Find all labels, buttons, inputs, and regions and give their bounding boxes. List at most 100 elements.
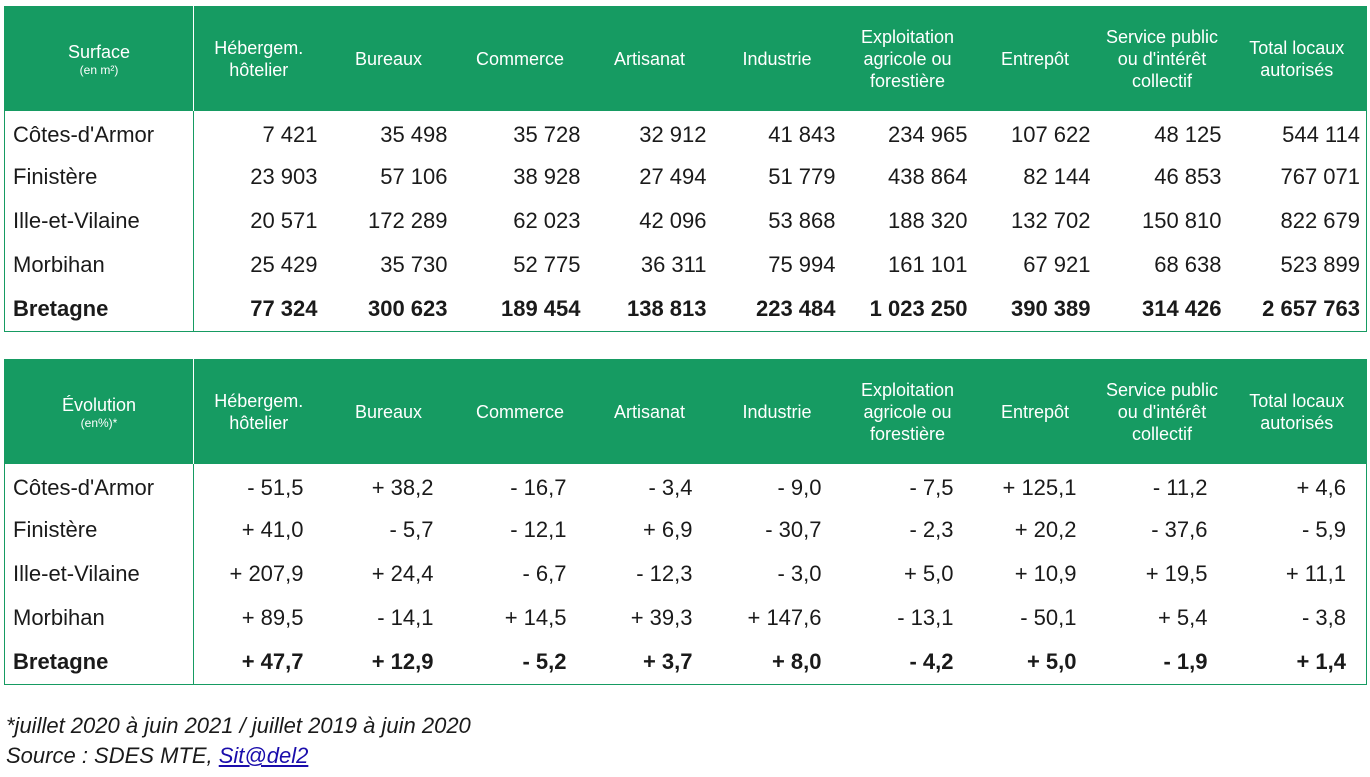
- table-cell: - 4,2: [909, 648, 954, 674]
- source-footnote: Source : SDES MTE, Sit@del2: [6, 741, 308, 771]
- table-cell: + 125,1: [1002, 475, 1077, 500]
- evolution-header-label: Évolution (en%)*: [4, 359, 194, 464]
- table-row: Morbihan 25 429 35 730 52 775 36 311 75 …: [4, 243, 1367, 287]
- surface-header-row: Surface (en m²) Hébergem. hôtelier Burea…: [4, 6, 1367, 111]
- total-row: Bretagne 77 324 300 623 189 454 138 813 …: [4, 287, 1367, 331]
- table-cell: 390 389: [1010, 295, 1091, 321]
- table-cell: 32 912: [639, 122, 707, 147]
- column-header: Hébergem. hôtelier: [214, 390, 304, 433]
- surface-header-title: Surface: [67, 41, 131, 62]
- column-header: Service public ou d'intérêt collectif: [1105, 379, 1219, 444]
- table-cell: - 3,4: [648, 475, 693, 500]
- table-cell: 300 623: [367, 295, 448, 321]
- table-cell: 75 994: [768, 252, 836, 277]
- table-cell: - 12,3: [636, 561, 693, 586]
- table-cell: - 51,5: [247, 475, 304, 500]
- row-label: Côtes-d'Armor: [4, 464, 194, 508]
- table-cell: 35 730: [380, 252, 448, 277]
- table-cell: 822 679: [1280, 208, 1360, 233]
- total-row: Bretagne + 47,7 + 12,9 - 5,2 + 3,7 + 8,0…: [4, 640, 1367, 684]
- table-cell: 36 311: [640, 252, 707, 277]
- row-label: Morbihan: [4, 243, 194, 287]
- table-cell: + 207,9: [229, 561, 304, 586]
- table-cell: 767 071: [1280, 164, 1360, 189]
- table-cell: 438 864: [887, 164, 968, 189]
- table-cell: 1 023 250: [869, 295, 968, 321]
- column-header: Bureaux: [354, 401, 423, 422]
- table-cell: 62 023: [513, 208, 581, 233]
- table-cell: 138 813: [626, 295, 707, 321]
- table-cell: + 19,5: [1145, 561, 1208, 586]
- column-header: Exploitation agricole ou forestière: [860, 26, 955, 91]
- column-header: Total locaux autorisés: [1249, 37, 1345, 80]
- table-cell: 27 494: [639, 164, 707, 189]
- table-cell: 132 702: [1010, 208, 1091, 233]
- table-cell: - 11,2: [1152, 475, 1208, 500]
- table-cell: 523 899: [1280, 252, 1360, 277]
- table-cell: - 9,0: [777, 475, 822, 500]
- table-cell: - 13,1: [897, 605, 954, 630]
- table-cell: 35 728: [513, 122, 581, 147]
- table-cell: 150 810: [1141, 208, 1222, 233]
- period-footnote: *juillet 2020 à juin 2021 / juillet 2019…: [6, 713, 471, 738]
- table-cell: + 20,2: [1014, 517, 1077, 542]
- row-label: Finistère: [4, 155, 194, 199]
- table-cell: - 16,7: [510, 475, 567, 500]
- table-cell: + 24,4: [371, 561, 434, 586]
- table-cell: 82 144: [1023, 164, 1091, 189]
- table-cell: + 3,7: [642, 648, 693, 674]
- surface-table: Surface (en m²) Hébergem. hôtelier Burea…: [4, 6, 1367, 332]
- table-cell: + 12,9: [371, 648, 434, 674]
- table-cell: + 147,6: [747, 605, 822, 630]
- table-cell: + 5,4: [1157, 605, 1208, 630]
- table-cell: - 5,2: [522, 648, 567, 674]
- table-cell: 38 928: [513, 164, 581, 189]
- column-header: Total locaux autorisés: [1249, 390, 1345, 433]
- column-header: Commerce: [475, 48, 564, 69]
- column-header: Exploitation agricole ou forestière: [860, 379, 955, 444]
- table-cell: 25 429: [250, 252, 318, 277]
- column-header: Artisanat: [613, 48, 686, 69]
- source-link[interactable]: Sit@del2: [218, 743, 309, 768]
- table-cell: + 38,2: [371, 475, 434, 500]
- column-header: Industrie: [742, 401, 812, 422]
- table-row: Finistère + 41,0 - 5,7 - 12,1 + 6,9 - 30…: [4, 508, 1367, 552]
- table-cell: + 47,7: [241, 648, 304, 674]
- row-label: Côtes-d'Armor: [4, 111, 194, 155]
- table-cell: + 14,5: [504, 605, 567, 630]
- row-label: Bretagne: [4, 640, 194, 684]
- table-cell: 234 965: [887, 122, 968, 147]
- table-cell: 48 125: [1154, 122, 1222, 147]
- table-cell: 67 921: [1023, 252, 1091, 277]
- table-cell: 41 843: [768, 122, 836, 147]
- table-cell: 51 779: [768, 164, 836, 189]
- table-cell: - 37,6: [1151, 517, 1208, 542]
- table-cell: 57 106: [380, 164, 448, 189]
- table-cell: 68 638: [1154, 252, 1222, 277]
- table-cell: + 11,1: [1285, 561, 1346, 586]
- table-cell: + 5,0: [903, 561, 954, 586]
- table-row: Ille-et-Vilaine + 207,9 + 24,4 - 6,7 - 1…: [4, 552, 1367, 596]
- table-cell: - 2,3: [909, 517, 954, 542]
- column-header: Bureaux: [354, 48, 423, 69]
- table-cell: + 10,9: [1014, 561, 1077, 586]
- evolution-header-title: Évolution: [61, 394, 137, 415]
- table-cell: - 3,0: [777, 561, 822, 586]
- evolution-table: Évolution (en%)* Hébergem. hôtelier Bure…: [4, 359, 1367, 685]
- table-cell: + 6,9: [642, 517, 693, 542]
- table-cell: - 6,7: [522, 561, 567, 586]
- table-cell: 46 853: [1154, 164, 1222, 189]
- table-cell: 314 426: [1141, 295, 1222, 321]
- column-header: Entrepôt: [1000, 48, 1070, 69]
- table-cell: 188 320: [887, 208, 968, 233]
- table-cell: 53 868: [768, 208, 836, 233]
- evolution-header-unit: (en%)*: [80, 415, 118, 430]
- table-row: Côtes-d'Armor - 51,5 + 38,2 - 16,7 - 3,4…: [4, 464, 1367, 508]
- table-cell: 2 657 763: [1262, 295, 1360, 321]
- table-cell: 223 484: [755, 295, 836, 321]
- table-cell: 23 903: [250, 164, 318, 189]
- table-cell: 42 096: [639, 208, 707, 233]
- table-cell: - 5,7: [389, 517, 434, 542]
- table-cell: - 14,1: [377, 605, 434, 630]
- table-cell: - 1,9: [1163, 648, 1208, 674]
